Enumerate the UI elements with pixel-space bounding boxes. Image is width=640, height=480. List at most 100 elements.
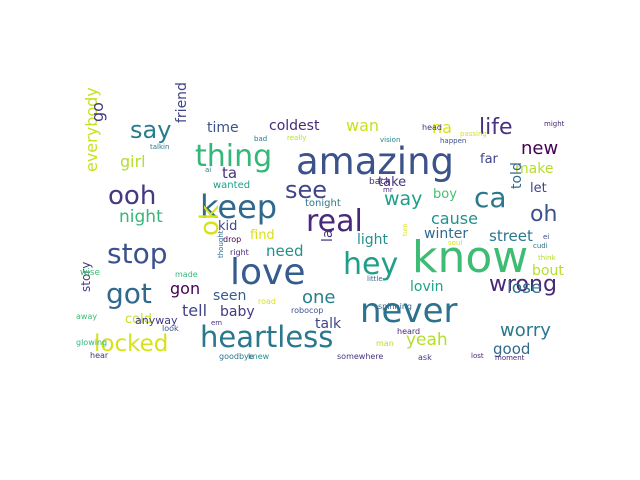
word-think: think: [538, 254, 556, 262]
word-new: new: [521, 138, 559, 159]
word-way: way: [384, 188, 423, 210]
word-somewhere: somewhere: [337, 352, 384, 361]
word-wrong: wrong: [489, 272, 557, 297]
word-lovin: lovin: [410, 279, 444, 295]
word-tell: tell: [182, 301, 208, 320]
word-keep: keep: [200, 188, 278, 226]
word-bad: bad: [254, 135, 268, 143]
word-cold: cold: [125, 312, 152, 327]
word-robocop: robocop: [291, 306, 324, 315]
word-la: la: [320, 229, 336, 242]
word-really: really: [287, 134, 307, 142]
word-thought: thought: [217, 230, 225, 258]
word-gon: gon: [170, 279, 201, 298]
word-back: back: [369, 177, 391, 187]
word-knew: knew: [248, 352, 270, 361]
word-talk: talk: [315, 316, 342, 332]
word-got: got: [106, 277, 152, 310]
word-night: night: [119, 207, 163, 227]
word-winter: winter: [424, 226, 469, 242]
word-road: road: [258, 297, 276, 306]
word-right: right: [230, 248, 249, 257]
word-wan: wan: [346, 116, 380, 135]
word-need: need: [266, 242, 304, 260]
word-heard: heard: [397, 327, 421, 336]
word-told: told: [509, 162, 525, 189]
word-lost: lost: [471, 352, 484, 360]
word-time: time: [207, 120, 239, 136]
word-girl: girl: [120, 152, 146, 171]
word-made: made: [175, 270, 198, 279]
word-cudi: cudi: [533, 242, 548, 250]
word-goodbye: goodbye: [219, 352, 254, 361]
word-away: away: [76, 312, 98, 321]
word-passing: passing: [460, 130, 487, 138]
word-lose: lose: [507, 278, 542, 298]
word-life: life: [479, 115, 513, 140]
word-might: might: [544, 120, 565, 128]
word-worry: worry: [500, 320, 551, 341]
word-soul: soul: [448, 239, 463, 247]
word-seen: seen: [213, 288, 247, 304]
word-good: good: [493, 340, 531, 358]
word-heartless: heartless: [200, 320, 334, 354]
word-locked: locked: [94, 331, 169, 357]
word-oh: oh: [530, 202, 558, 227]
word-mr: mr: [383, 186, 393, 194]
word-love: love: [230, 252, 306, 293]
word-bout: bout: [532, 263, 564, 279]
word-em: em: [211, 319, 223, 327]
word-light: light: [357, 232, 389, 248]
word-man: man: [376, 339, 394, 348]
word-na: na: [432, 118, 452, 137]
word-glowing: glowing: [76, 338, 108, 347]
word-know: know: [412, 232, 529, 283]
word-baby: baby: [220, 304, 255, 320]
word-turn: turn: [402, 223, 409, 236]
word-one: one: [302, 287, 336, 308]
word-far: far: [480, 152, 498, 167]
word-never: never: [360, 291, 458, 331]
word-tonight: tonight: [305, 198, 341, 209]
word-coldest: coldest: [269, 118, 320, 134]
word-stop: stop: [107, 237, 168, 270]
word-real: real: [306, 204, 363, 239]
word-ei: ei: [543, 233, 550, 241]
word-amazing: amazing: [296, 140, 455, 183]
word-ooh: ooh: [108, 181, 157, 211]
word-go: go: [88, 102, 107, 122]
word-street: street: [489, 227, 533, 245]
word-cause: cause: [431, 209, 478, 228]
word-wanted: wanted: [213, 180, 251, 191]
word-friend: friend: [174, 82, 190, 123]
word-ta: ta: [222, 164, 238, 182]
word-talkin: talkin: [150, 143, 170, 151]
word-ca: ca: [474, 181, 507, 214]
word-moment: moment: [495, 354, 525, 362]
word-spinning: spinning: [378, 302, 412, 311]
word-little: little: [367, 275, 383, 283]
word-ai: ai: [205, 166, 212, 174]
word-let: let: [530, 181, 547, 196]
word-happen: happen: [440, 137, 467, 145]
word-hey: hey: [343, 247, 399, 282]
word-hear: hear: [90, 351, 109, 360]
word-everybody: everybody: [82, 87, 101, 172]
word-make: make: [515, 161, 554, 177]
word-say: say: [130, 116, 172, 144]
word-take: take: [378, 175, 407, 190]
word-head: head: [422, 123, 442, 132]
word-drop: drop: [223, 235, 242, 244]
word-anyway: anyway: [135, 314, 178, 327]
word-boy: boy: [433, 187, 457, 202]
word-kid: kid: [218, 219, 238, 234]
word-look: look: [162, 324, 179, 333]
word-yeah: yeah: [406, 330, 448, 350]
word-vision: vision: [380, 136, 401, 144]
word-thing: thing: [195, 139, 273, 174]
word-ask: ask: [418, 353, 432, 362]
word-wise: wise: [80, 268, 101, 278]
word-find: find: [250, 228, 275, 243]
word-see: see: [285, 176, 328, 204]
